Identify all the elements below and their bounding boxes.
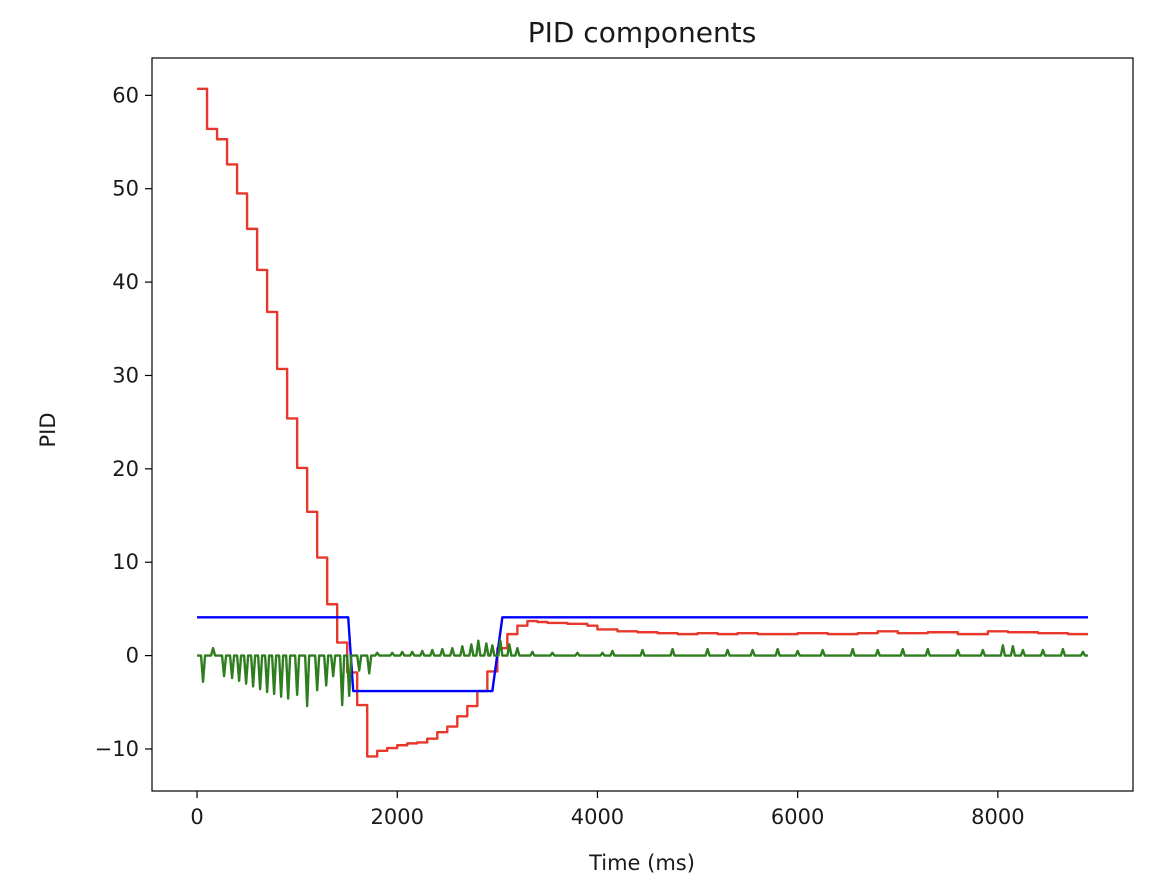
y-tick-label: −10 [95,737,139,761]
x-tick-label: 8000 [971,805,1024,829]
y-tick-label: 30 [112,363,139,387]
series-line-2 [197,616,1088,693]
x-tick-label: 2000 [371,805,424,829]
axes-frame [151,57,1134,792]
x-axis: 0 2000 4000 6000 8000 [190,791,1025,829]
chart-title: PID components [528,16,757,49]
y-tick-label: 10 [112,550,139,574]
y-tick-label: 20 [112,457,139,481]
series-layer [197,87,1088,758]
y-tick-label: 50 [112,177,139,201]
x-tick-label: 6000 [771,805,824,829]
y-tick-label: 60 [112,83,139,107]
y-tick-label: 40 [112,270,139,294]
series-line-3 [197,639,1088,708]
y-axis-label: PID [36,412,60,447]
x-axis-label: Time (ms) [588,851,695,875]
series-line-1 [197,87,1088,758]
y-tick-label: 0 [126,644,139,668]
x-tick-label: 4000 [571,805,624,829]
x-tick-label: 0 [190,805,203,829]
y-axis: −10 0 10 20 30 40 50 60 [95,83,152,761]
